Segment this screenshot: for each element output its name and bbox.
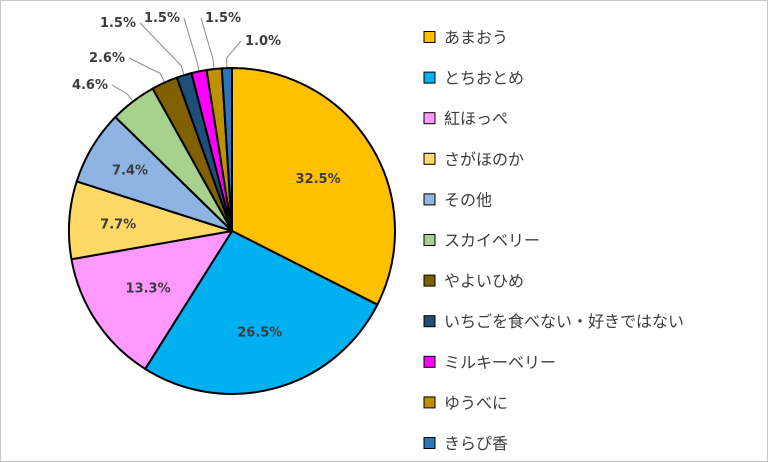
data-label-11: 1.0% bbox=[245, 34, 281, 49]
legend-label-2: とちおとめ bbox=[444, 69, 524, 88]
legend-label-7: やよいひめ bbox=[444, 272, 524, 291]
pie-slice-3 bbox=[70, 230, 233, 370]
legend-label-11: きらぴ香 bbox=[444, 434, 508, 453]
legend-swatch-11 bbox=[423, 437, 436, 449]
data-labels: 32.5% 26.5% 13.3% 7.7% 7.4% 4.6% 2.6% 1.5% 1.5% 1… bbox=[72, 11, 341, 341]
data-label-8: 1.5% bbox=[100, 16, 136, 31]
leader-lines bbox=[111, 17, 242, 102]
legend-label-3: 紅ほっぺ bbox=[444, 109, 508, 128]
legend-swatch-10 bbox=[423, 396, 436, 409]
pie-slices bbox=[68, 66, 396, 395]
data-label-1: 32.5% bbox=[296, 172, 341, 187]
legend-label-1: あまおう bbox=[444, 28, 508, 47]
legend-swatch-9 bbox=[423, 355, 436, 368]
data-label-4: 7.7% bbox=[100, 217, 136, 232]
legend-label-8: いちごを食べない・好きではない bbox=[444, 312, 684, 331]
legend-swatch-4 bbox=[423, 152, 436, 165]
leader-line-11 bbox=[226, 40, 242, 68]
leader-line-7 bbox=[128, 57, 165, 82]
leader-line-10 bbox=[200, 17, 215, 69]
legend-swatch-8 bbox=[423, 315, 436, 328]
pie-slice-1 bbox=[231, 67, 396, 306]
leader-line-6 bbox=[111, 84, 133, 102]
data-label-2: 26.5% bbox=[237, 326, 282, 341]
data-label-10: 1.5% bbox=[205, 11, 241, 26]
legend-swatch-6 bbox=[423, 234, 436, 246]
legend-label-6: スカイベリー bbox=[444, 231, 540, 250]
leader-line-8 bbox=[139, 22, 185, 75]
pie-slice-11 bbox=[220, 66, 233, 232]
legend-swatch-1 bbox=[423, 31, 436, 43]
data-label-5: 7.4% bbox=[112, 164, 148, 179]
legend-label-9: ミルキーベリー bbox=[444, 353, 556, 372]
legend-label-10: ゆうべに bbox=[444, 393, 508, 412]
data-label-6: 4.6% bbox=[72, 78, 108, 93]
pie-slice-2 bbox=[144, 230, 379, 395]
legend-swatch-7 bbox=[423, 274, 436, 287]
legend-swatch-3 bbox=[423, 112, 436, 125]
legend-swatch-5 bbox=[423, 193, 436, 206]
legend-label-5: その他 bbox=[444, 190, 492, 209]
legend-swatch-2 bbox=[423, 71, 436, 84]
legend: あまおうとちおとめ紅ほっぺさがほのかその他スカイベリーやよいひめいちごを食べない… bbox=[423, 28, 684, 453]
legend-label-4: さがほのか bbox=[444, 150, 524, 169]
data-label-7: 2.6% bbox=[89, 51, 125, 66]
leader-line-9 bbox=[183, 17, 200, 71]
data-label-3: 13.3% bbox=[126, 281, 171, 296]
data-label-9: 1.5% bbox=[144, 11, 180, 26]
